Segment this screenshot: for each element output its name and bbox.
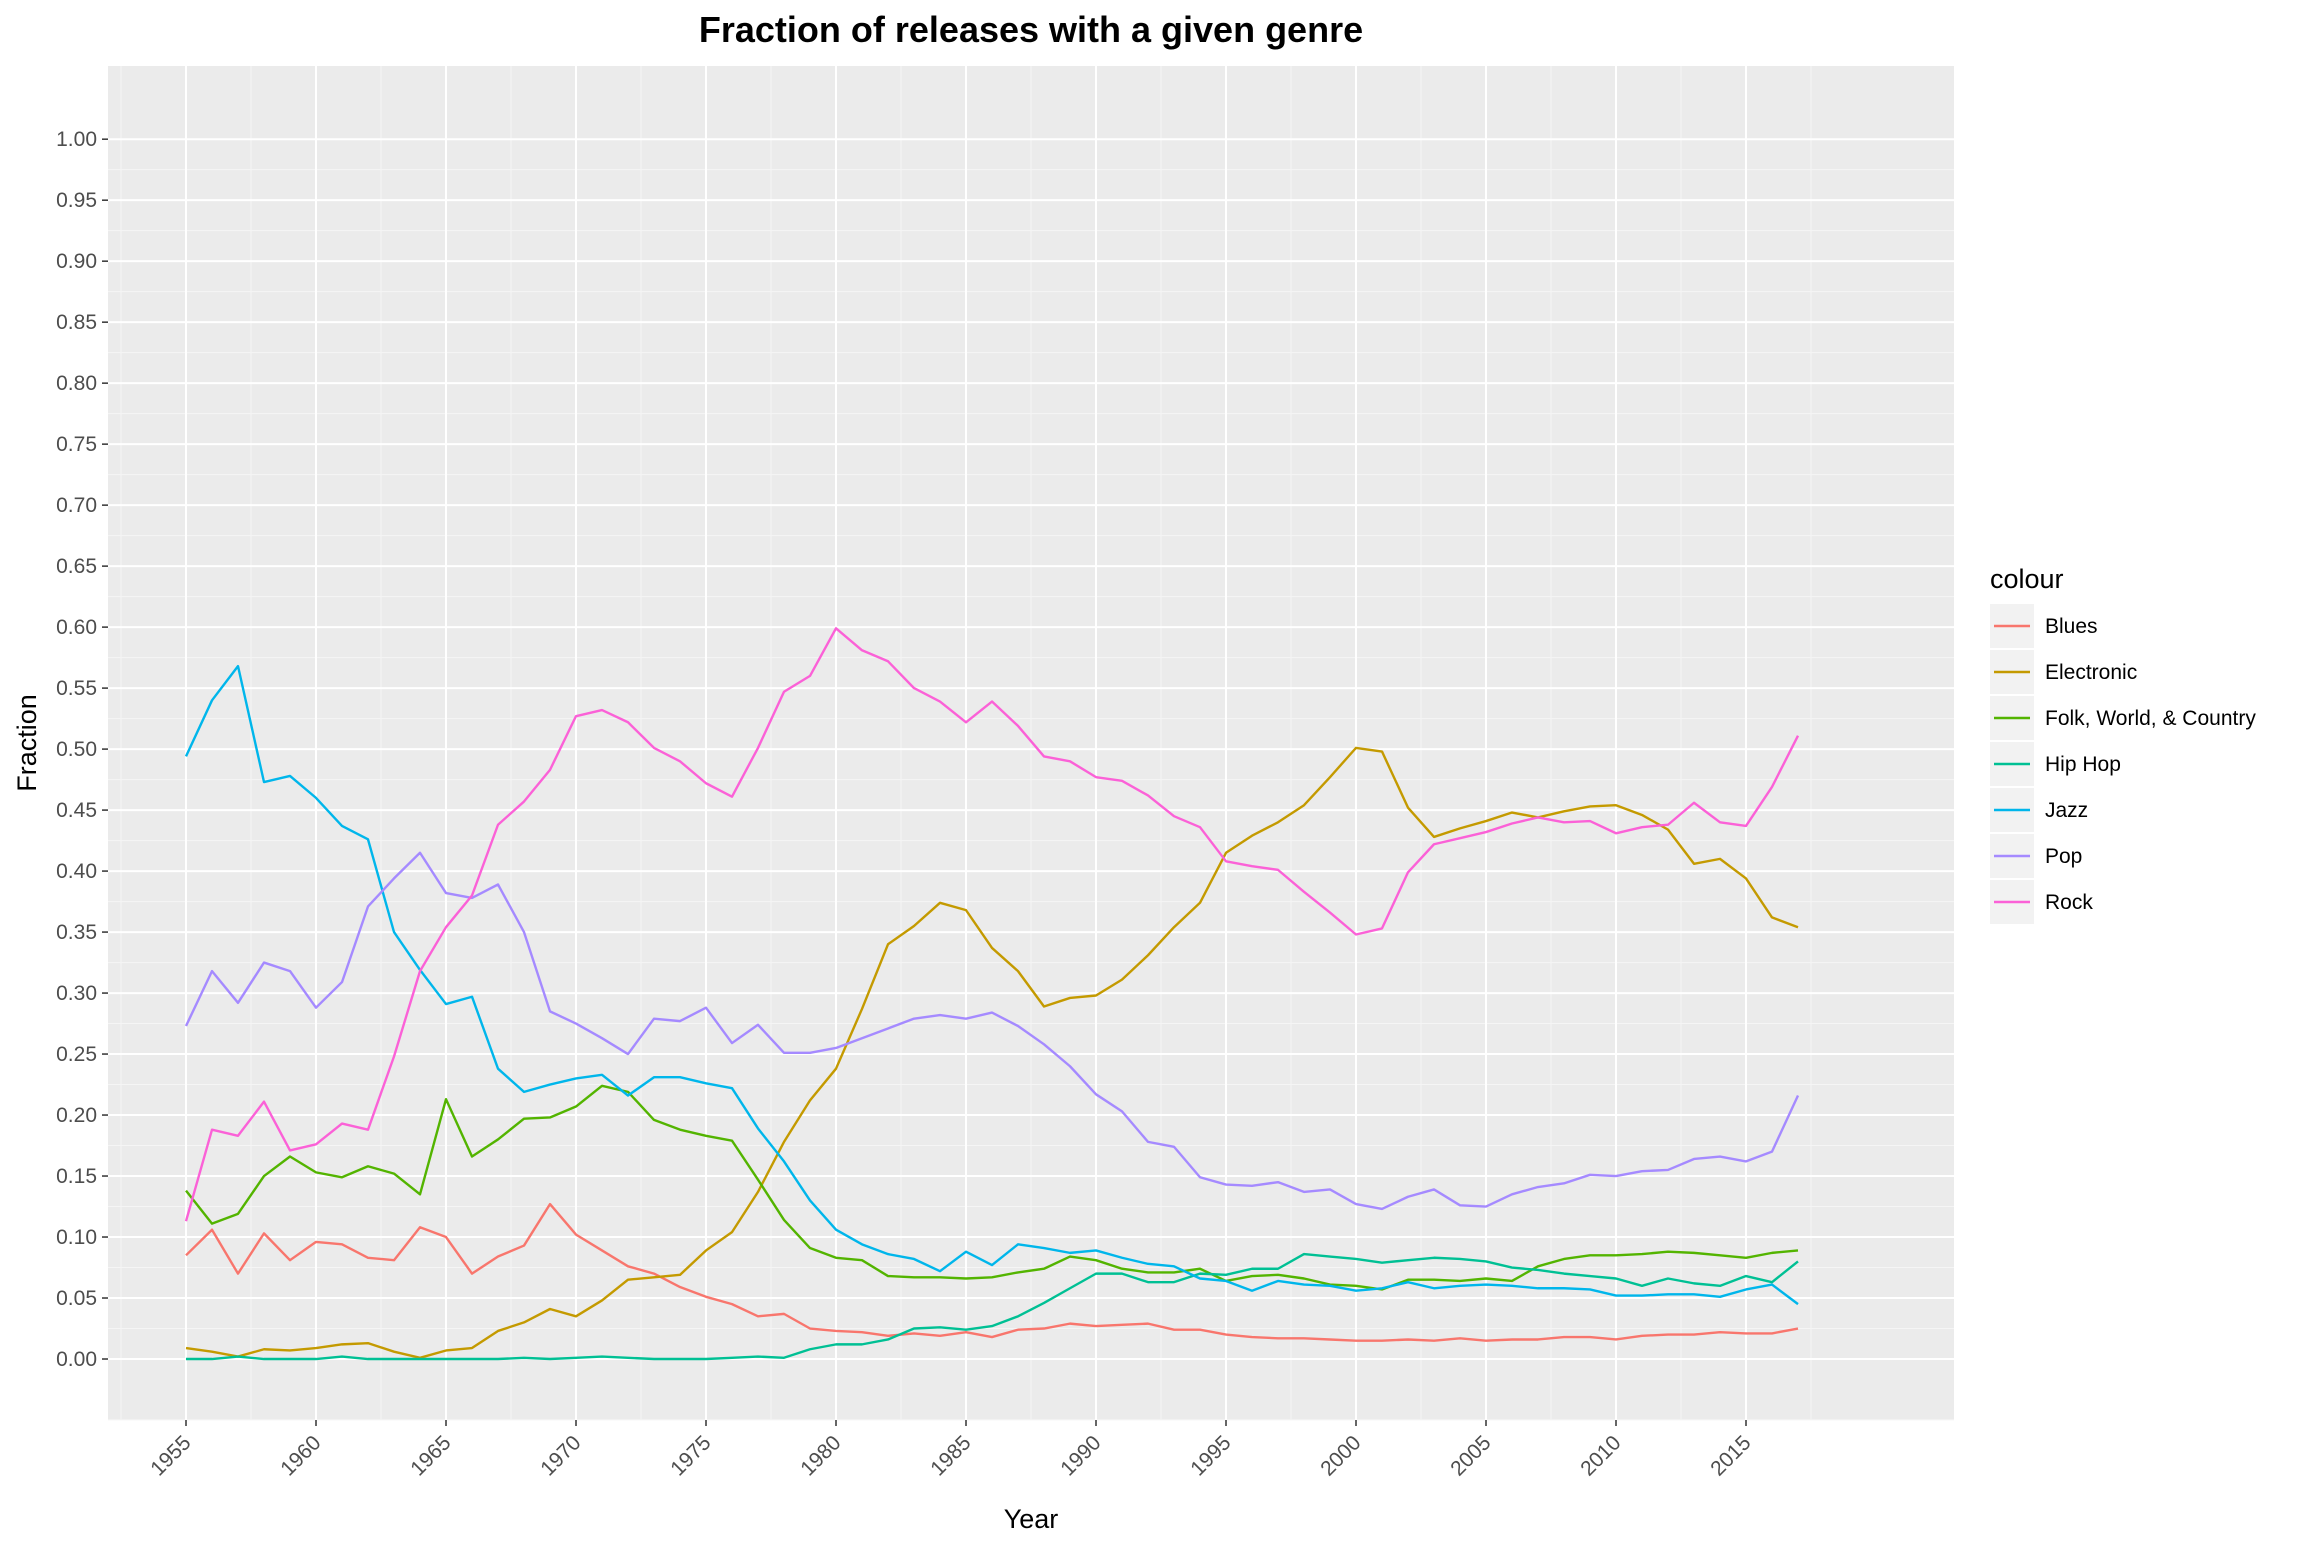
y-tick-label: 0.05 [56, 1287, 97, 1310]
legend-label: Electronic [2045, 661, 2137, 684]
y-tick-label: 0.00 [56, 1348, 97, 1371]
y-tick-label: 0.70 [56, 494, 97, 517]
y-tick-label: 0.20 [56, 1104, 97, 1127]
x-tick-label: 1975 [666, 1431, 715, 1480]
legend-label: Pop [2045, 845, 2082, 868]
y-axis: 0.00 0.05 0.10 0.15 0.20 0.25 0.30 0.35 0.40 0.45… [56, 128, 108, 1371]
x-axis-title: Year [1004, 1504, 1059, 1534]
y-tick-label: 0.35 [56, 921, 97, 944]
grid-lines [108, 66, 1954, 1421]
legend: colour Blues Electronic Folk, World, & Cou… [1990, 564, 2256, 924]
x-tick-label: 1985 [926, 1431, 975, 1480]
y-tick-label: 0.15 [56, 1165, 97, 1188]
series-line-folk-world-country [185, 1084, 1799, 1291]
y-tick-label: 0.95 [56, 189, 97, 212]
y-tick-label: 0.90 [56, 250, 97, 273]
chart-title: Fraction of releases with a given genre [699, 9, 1363, 50]
legend-label: Blues [2045, 615, 2098, 638]
y-tick-label: 0.40 [56, 860, 97, 883]
series-line-rock [184, 627, 1800, 1222]
x-tick-label: 1960 [276, 1431, 325, 1480]
y-tick-label: 1.00 [56, 128, 97, 151]
y-tick-label: 0.60 [56, 616, 97, 639]
legend-label: Folk, World, & Country [2045, 707, 2256, 730]
y-tick-label: 0.25 [56, 1043, 97, 1066]
y-tick-label: 0.10 [56, 1226, 97, 1249]
x-tick-label: 2005 [1446, 1431, 1495, 1480]
x-tick-label: 1995 [1186, 1431, 1235, 1480]
y-tick-label: 0.30 [56, 982, 97, 1005]
y-tick-label: 0.85 [56, 311, 97, 334]
x-tick-label: 1990 [1056, 1431, 1105, 1480]
y-tick-label: 0.55 [56, 677, 97, 700]
x-axis: 1955 1960 1965 1970 1975 1980 1985 1990 1995 2000… [146, 1420, 1756, 1481]
y-tick-label: 0.65 [56, 555, 97, 578]
legend-title: colour [1990, 564, 2064, 594]
y-tick-label: 0.80 [56, 372, 97, 395]
y-tick-label: 0.45 [56, 799, 97, 822]
series-line-pop [184, 851, 1800, 1211]
series-line-hip-hop [186, 1252, 1799, 1361]
x-tick-label: 1965 [406, 1431, 455, 1480]
series-lines [184, 627, 1800, 1361]
series-line-jazz [184, 664, 1799, 1306]
x-tick-label: 1980 [796, 1431, 845, 1480]
legend-label: Hip Hop [2045, 753, 2121, 776]
x-tick-label: 1955 [146, 1431, 195, 1480]
x-tick-label: 2015 [1706, 1431, 1755, 1480]
x-tick-label: 2010 [1576, 1431, 1625, 1480]
x-tick-label: 2000 [1316, 1431, 1365, 1480]
series-line-electronic [185, 746, 1799, 1359]
y-tick-label: 0.50 [56, 738, 97, 761]
legend-label: Jazz [2045, 799, 2088, 822]
y-tick-label: 0.75 [56, 433, 97, 456]
series-line-blues [185, 1202, 1799, 1342]
x-tick-label: 1970 [536, 1431, 585, 1480]
y-axis-title: Fraction [12, 694, 42, 792]
legend-label: Rock [2045, 891, 2093, 914]
